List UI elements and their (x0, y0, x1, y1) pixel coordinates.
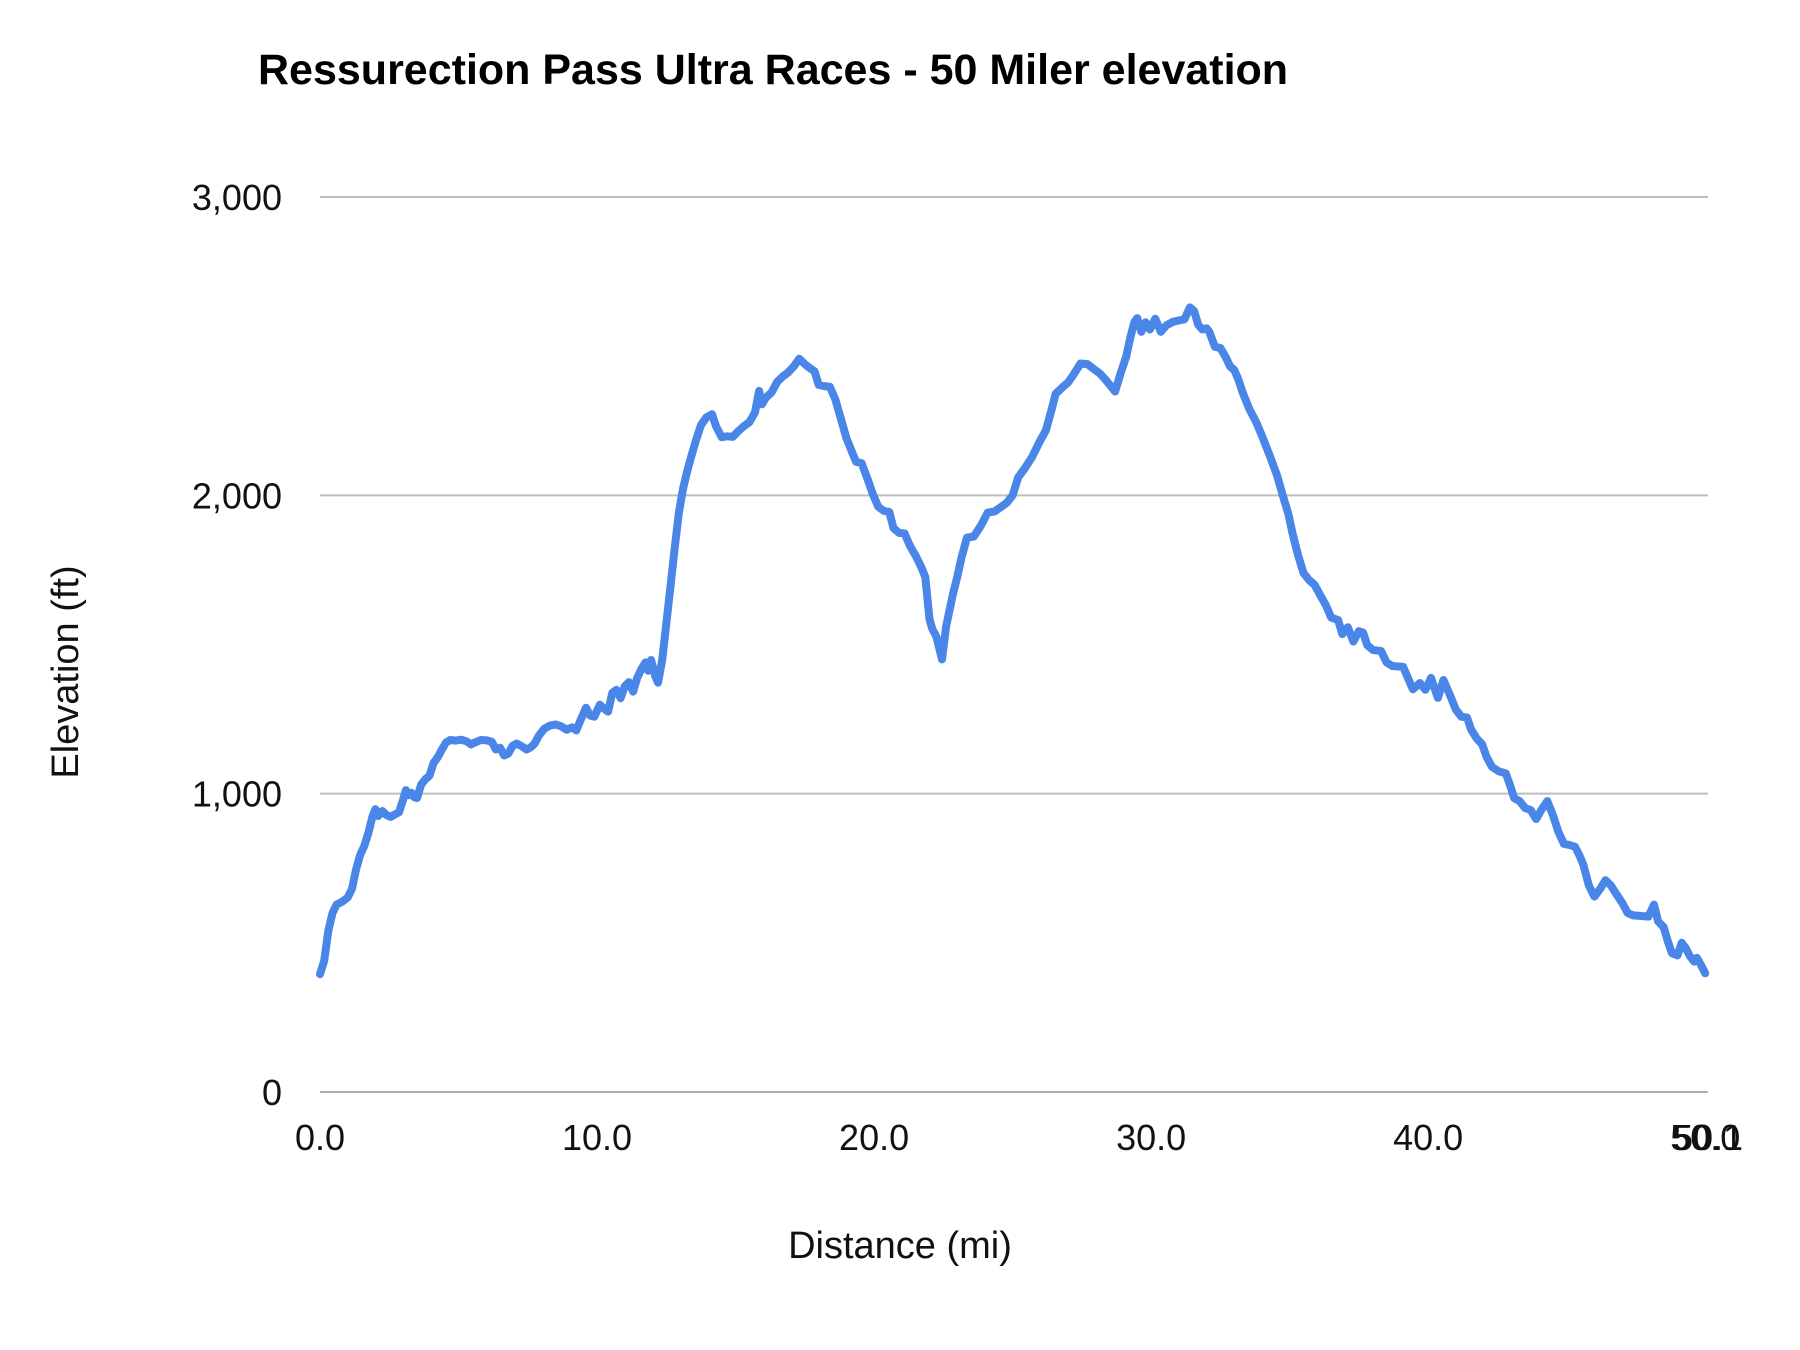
y-tick-label: 1,000 (192, 774, 282, 815)
x-tick-label: 50.1 (1673, 1117, 1743, 1158)
chart-title: Ressurection Pass Ultra Races - 50 Miler… (258, 46, 1288, 94)
x-tick-label: 30.0 (1116, 1117, 1186, 1158)
x-axis-title: Distance (mi) (788, 1225, 1012, 1267)
x-tick-label: 50.0 (1670, 1117, 1740, 1158)
y-axis-tick-labels: 0 1,000 2,000 3,000 (192, 177, 282, 1113)
x-tick-label: 20.0 (839, 1117, 909, 1158)
x-tick-label: 40.0 (1393, 1117, 1463, 1158)
y-tick-label: 0 (262, 1072, 282, 1113)
y-axis-title: Elevation (ft) (45, 565, 87, 778)
x-tick-label: 10.0 (562, 1117, 632, 1158)
elevation-line-series (316, 303, 1710, 979)
x-tick-label: 0.0 (295, 1117, 345, 1158)
y-tick-label: 3,000 (192, 177, 282, 218)
y-tick-label: 2,000 (192, 475, 282, 516)
x-axis-tick-labels: 0.0 10.0 20.0 30.0 40.0 50.050.1 (295, 1117, 1743, 1158)
gridlines (320, 196, 1708, 1093)
